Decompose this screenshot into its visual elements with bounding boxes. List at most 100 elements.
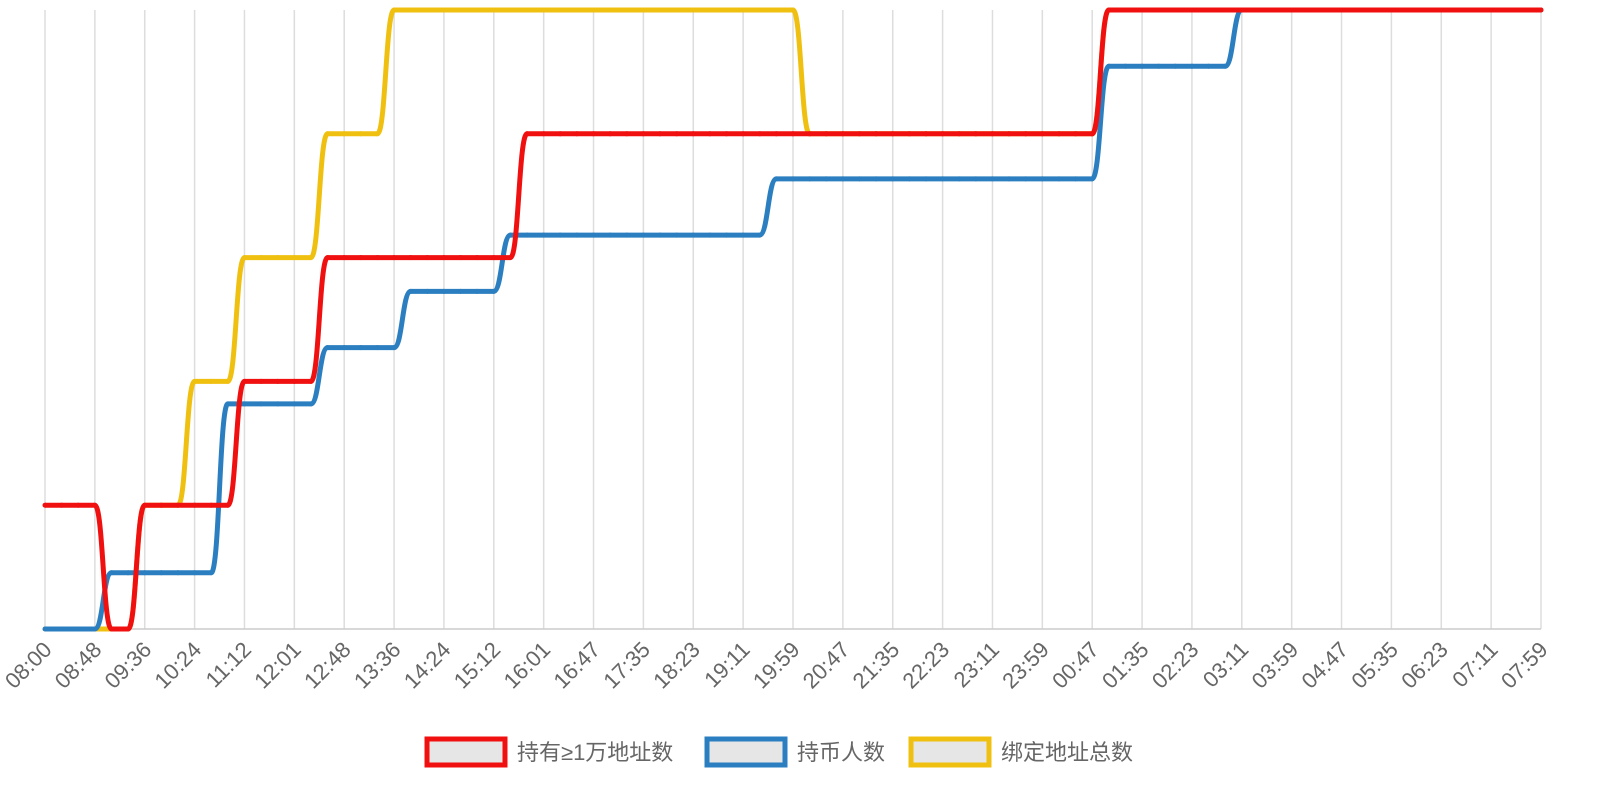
- point: [856, 131, 862, 137]
- point: [790, 176, 796, 182]
- point: [973, 131, 979, 137]
- point: [1023, 131, 1029, 137]
- point: [491, 288, 497, 294]
- point: [1039, 131, 1045, 137]
- point: [1372, 7, 1378, 13]
- point: [175, 502, 181, 508]
- point: [923, 131, 929, 137]
- point: [557, 7, 563, 13]
- point: [1222, 63, 1228, 69]
- point: [956, 176, 962, 182]
- point: [291, 401, 297, 407]
- point: [524, 7, 530, 13]
- point: [507, 232, 513, 238]
- point: [1073, 176, 1079, 182]
- point: [1139, 63, 1145, 69]
- point: [940, 176, 946, 182]
- legend-label: 持币人数: [797, 740, 885, 765]
- point: [358, 345, 364, 351]
- point: [507, 7, 513, 13]
- point: [591, 131, 597, 137]
- point: [59, 502, 65, 508]
- point: [740, 232, 746, 238]
- point: [225, 502, 231, 508]
- point: [1106, 63, 1112, 69]
- point: [1073, 131, 1079, 137]
- point: [674, 131, 680, 137]
- point: [607, 131, 613, 137]
- point: [1056, 131, 1062, 137]
- point: [42, 626, 48, 632]
- x-tick-label: 15:12: [449, 637, 506, 694]
- x-tick-label: 06:23: [1396, 637, 1453, 694]
- point: [474, 288, 480, 294]
- point: [325, 131, 331, 137]
- point: [707, 131, 713, 137]
- point: [308, 255, 314, 261]
- point: [607, 232, 613, 238]
- x-tick-label: 09:36: [100, 637, 157, 694]
- point: [923, 176, 929, 182]
- point: [840, 176, 846, 182]
- legend-swatch: [704, 736, 788, 768]
- point: [823, 176, 829, 182]
- point: [441, 7, 447, 13]
- point: [1089, 176, 1095, 182]
- point: [358, 255, 364, 261]
- point: [1206, 7, 1212, 13]
- point: [208, 502, 214, 508]
- point: [1006, 176, 1012, 182]
- point: [541, 232, 547, 238]
- point: [1172, 7, 1178, 13]
- point: [823, 131, 829, 137]
- point: [59, 626, 65, 632]
- point: [790, 7, 796, 13]
- point: [541, 7, 547, 13]
- point: [374, 255, 380, 261]
- point: [1455, 7, 1461, 13]
- point: [674, 232, 680, 238]
- point: [1239, 7, 1245, 13]
- point: [707, 232, 713, 238]
- point: [657, 131, 663, 137]
- point: [341, 131, 347, 137]
- x-tick-label: 11:12: [201, 637, 256, 692]
- point: [773, 131, 779, 137]
- point: [225, 401, 231, 407]
- point: [574, 7, 580, 13]
- x-tick-label: 17:35: [598, 637, 655, 694]
- point: [75, 626, 81, 632]
- x-tick-label: 22:23: [898, 637, 955, 694]
- point: [208, 570, 214, 576]
- legend-swatch: [908, 736, 992, 768]
- point: [574, 232, 580, 238]
- point: [391, 345, 397, 351]
- point: [142, 502, 148, 508]
- point: [341, 255, 347, 261]
- point: [1172, 63, 1178, 69]
- point: [408, 7, 414, 13]
- x-tick-label: 23:11: [949, 637, 1004, 692]
- point: [441, 255, 447, 261]
- point: [624, 131, 630, 137]
- point: [108, 626, 114, 632]
- point: [773, 176, 779, 182]
- point: [541, 131, 547, 137]
- point: [890, 176, 896, 182]
- point: [158, 570, 164, 576]
- point: [1488, 7, 1494, 13]
- point: [358, 131, 364, 137]
- point: [807, 131, 813, 137]
- x-tick-label: 19:11: [699, 637, 754, 692]
- x-tick-label: 12:48: [299, 637, 356, 694]
- x-tick-label: 13:36: [349, 637, 406, 694]
- point: [856, 176, 862, 182]
- point: [989, 176, 995, 182]
- x-tick-label: 01:35: [1097, 637, 1154, 694]
- point: [308, 378, 314, 384]
- point: [241, 255, 247, 261]
- point: [241, 401, 247, 407]
- point: [940, 131, 946, 137]
- x-tick-label: 21:35: [848, 637, 905, 694]
- point: [291, 255, 297, 261]
